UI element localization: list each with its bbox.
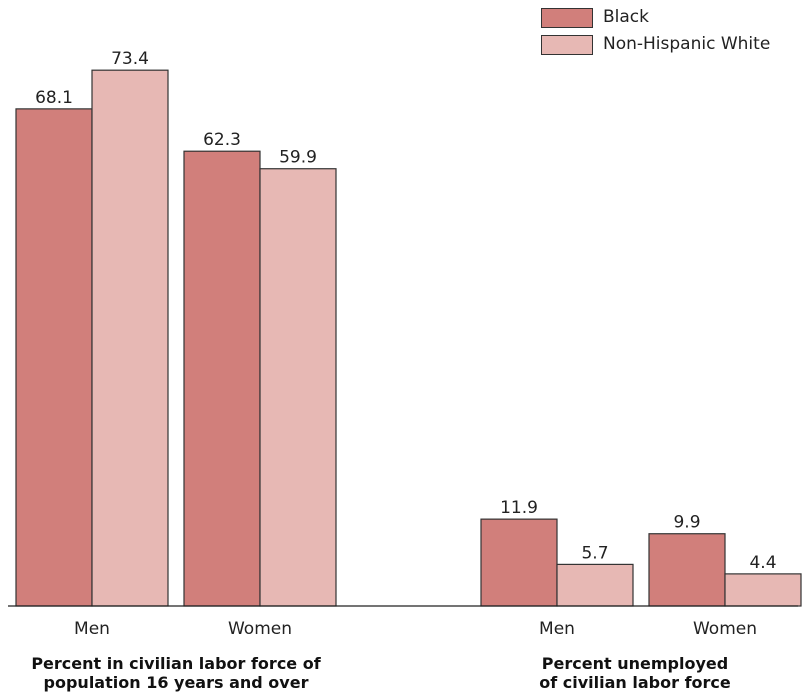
bar-women-black [648, 533, 726, 607]
data-label: 73.4 [111, 49, 149, 69]
x-tick-label-women: Women [228, 619, 292, 639]
legend-label-black: Black [603, 7, 649, 27]
data-label: 59.9 [279, 148, 317, 168]
group-title-unemployed: Percent unemployed of civilian labor for… [470, 654, 800, 692]
bar-women-black [183, 150, 261, 607]
bar-men-non-hispanic-white [91, 69, 169, 607]
group-title-labor-force: Percent in civilian labor force of popul… [0, 654, 352, 692]
x-tick-label-men: Men [74, 619, 110, 639]
bar-men-black [480, 518, 558, 607]
data-label: 68.1 [35, 88, 73, 108]
data-label: 4.4 [749, 553, 776, 573]
group-title-line-1: Percent in civilian labor force of [31, 654, 321, 673]
group-title-line-2: population 16 years and over [43, 673, 309, 692]
x-tick-label-men: Men [539, 619, 575, 639]
legend-swatch-non-hispanic-white [541, 35, 593, 55]
data-label: 9.9 [673, 513, 700, 533]
data-label: 11.9 [500, 498, 538, 518]
group-title-line-1: Percent unemployed [541, 654, 729, 673]
legend-swatch-black [541, 8, 593, 28]
x-tick-label-women: Women [693, 619, 757, 639]
group-title-line-2: of civilian labor force [539, 673, 731, 692]
bar-women-non-hispanic-white [259, 168, 337, 607]
bar-women-non-hispanic-white [724, 573, 802, 607]
legend-label-non-hispanic-white: Non-Hispanic White [603, 34, 771, 54]
data-label: 62.3 [203, 130, 241, 150]
bar-men-black [15, 108, 93, 607]
bar-men-non-hispanic-white [556, 563, 634, 607]
data-label: 5.7 [581, 543, 608, 563]
